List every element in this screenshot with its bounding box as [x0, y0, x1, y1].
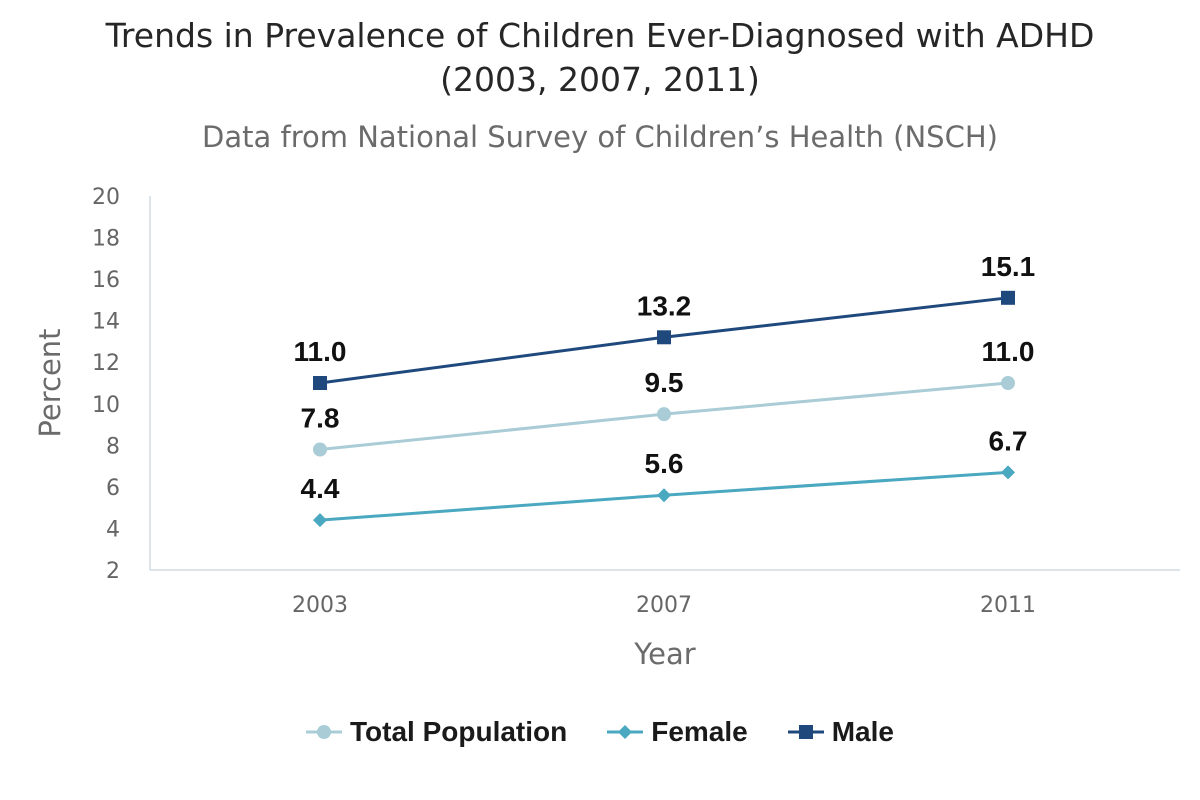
chart-title: Trends in Prevalence of Children Ever-Di… [0, 14, 1200, 102]
series-total-population [313, 376, 1015, 457]
data-point-male [657, 330, 671, 345]
y-axis-title: Percent [33, 328, 67, 437]
x-tick-label: 2007 [636, 593, 692, 618]
legend-marker-female [618, 725, 633, 739]
axes: 2 4 6 8 10 12 14 16 18 20 2003 2007 2011 Year Percent [33, 185, 1180, 671]
x-tick-label: 2011 [980, 593, 1036, 618]
data-point-male [1001, 290, 1015, 305]
data-labels: 7.8 9.5 11.0 4.4 5.6 6.7 11.0 13.2 15.1 [294, 251, 1036, 504]
data-point-female [657, 488, 671, 503]
y-tick-label: 14 [92, 310, 120, 335]
series-layer [313, 290, 1015, 528]
legend-marker-male [798, 725, 813, 739]
legend: Total Population Female Male [0, 716, 1200, 748]
data-point-total-population [313, 442, 327, 457]
y-tick-label: 8 [106, 434, 120, 459]
y-tick-label: 18 [92, 227, 120, 252]
data-point-female [1001, 465, 1015, 480]
data-label-total-population: 7.8 [301, 402, 340, 433]
series-male [313, 290, 1015, 390]
data-label-female: 5.6 [645, 448, 684, 479]
legend-item-female: Female [607, 716, 748, 748]
data-label-total-population: 11.0 [982, 336, 1035, 367]
legend-item-total-population: Total Population [306, 716, 567, 748]
legend-swatch-male [787, 725, 824, 739]
data-label-female: 6.7 [989, 425, 1028, 456]
y-tick-label: 20 [92, 185, 120, 210]
x-tick-label: 2003 [292, 593, 348, 618]
data-point-total-population [657, 407, 671, 422]
data-point-female [313, 513, 327, 528]
chart-title-line1: Trends in Prevalence of Children Ever-Di… [105, 16, 1095, 55]
data-label-male: 11.0 [294, 336, 347, 367]
data-label-female: 4.4 [301, 473, 340, 504]
chart-subtitle: Data from National Survey of Children’s … [202, 120, 998, 154]
y-tick-label: 6 [106, 476, 120, 501]
y-tick-label: 12 [92, 351, 120, 376]
legend-label-female: Female [651, 716, 748, 747]
data-point-male [313, 376, 327, 390]
y-tick-label: 4 [106, 517, 120, 542]
y-tick-label: 2 [106, 559, 120, 584]
x-axis-title: Year [633, 637, 695, 671]
data-label-male: 15.1 [981, 251, 1036, 282]
y-tick-label: 10 [92, 393, 120, 418]
data-point-total-population [1001, 376, 1015, 390]
legend-item-male: Male [787, 716, 894, 748]
legend-label-total-population: Total Population [350, 716, 568, 747]
chart-title-line2: (2003, 2007, 2011) [440, 60, 760, 99]
series-female [313, 465, 1015, 528]
legend-swatch-total-population [306, 725, 342, 739]
y-tick-label: 16 [92, 268, 120, 293]
legend-swatch-female [607, 725, 644, 739]
data-label-total-population: 9.5 [645, 367, 684, 398]
data-label-male: 13.2 [637, 290, 692, 321]
legend-marker-total-population [317, 725, 331, 739]
legend-label-male: Male [831, 716, 894, 747]
